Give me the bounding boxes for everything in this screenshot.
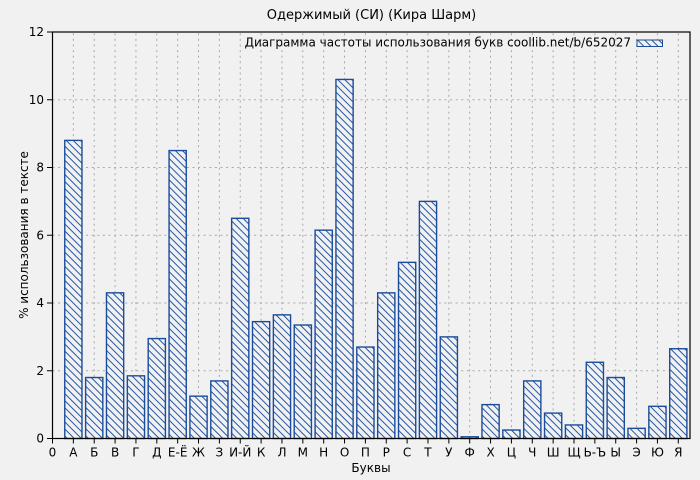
- bar-Т: [418, 200, 438, 440]
- x-tick-label: Н: [319, 446, 328, 460]
- bar-В: [105, 292, 125, 440]
- bar-И-Й: [230, 217, 250, 440]
- y-tick-label: 12: [29, 25, 44, 39]
- x-tick-label: Ь-Ъ: [584, 446, 607, 460]
- x-tick-label: Э: [632, 446, 640, 460]
- bar-Б: [84, 376, 104, 440]
- x-tick-label: Х: [486, 446, 494, 460]
- bar-Ц: [502, 429, 521, 440]
- y-tick-label: 10: [29, 93, 44, 107]
- chart-title: Одержимый (СИ) (Кира Шарм): [266, 8, 477, 23]
- x-tick-label: В: [111, 446, 119, 460]
- x-tick-label: Ч: [528, 446, 536, 460]
- x-tick-label: Я: [674, 446, 682, 460]
- y-tick-label: 0: [36, 432, 44, 446]
- x-axis-title: Буквы: [351, 461, 391, 475]
- x-tick-label: З: [216, 446, 224, 460]
- x-tick-label: А: [69, 446, 78, 460]
- bar-Ч: [522, 380, 542, 440]
- x-tick-label: Е-Ё: [168, 445, 188, 460]
- legend-label: Диаграмма частоты использования букв coo…: [245, 36, 631, 50]
- x-tick-label: У: [445, 446, 453, 460]
- x-tick-label: С: [403, 446, 411, 460]
- x-tick-label: Ю: [651, 446, 664, 460]
- legend-swatch: [636, 39, 663, 47]
- bar-Р: [376, 292, 396, 440]
- y-tick-label: 2: [36, 364, 44, 378]
- bar-Я: [669, 348, 688, 440]
- x-tick-label: Д: [152, 446, 161, 460]
- bar-Ы: [606, 376, 626, 440]
- bar-М: [293, 324, 313, 440]
- bar-С: [397, 261, 417, 440]
- bar-К: [251, 320, 271, 440]
- bar-О: [335, 78, 354, 440]
- x-tick-label: И-Й: [229, 445, 251, 460]
- y-tick-label: 4: [36, 296, 44, 310]
- x-tick-label: О: [340, 446, 349, 460]
- bar-Н: [314, 229, 333, 440]
- x-tick-label: М: [298, 446, 308, 460]
- bar-Щ: [564, 424, 584, 440]
- bar-Э: [627, 427, 646, 440]
- x-tick-label: Р: [383, 446, 390, 460]
- x-tick-label: П: [361, 446, 370, 460]
- x-tick-label: Ц: [507, 446, 516, 460]
- x-tick-label: 0: [49, 446, 57, 460]
- bar-Е-Ё: [168, 149, 187, 440]
- bar-Ж: [189, 395, 208, 440]
- x-tick-label: Б: [90, 446, 98, 460]
- bar-Г: [126, 375, 146, 440]
- x-tick-label: Ф: [465, 446, 475, 460]
- bar-Х: [481, 403, 500, 440]
- x-tick-label: Т: [423, 446, 432, 460]
- x-tick-label: Ш: [547, 446, 560, 460]
- bar-А: [64, 139, 83, 440]
- y-tick-label: 8: [36, 161, 44, 175]
- bar-П: [356, 346, 375, 440]
- bar-Ь-Ъ: [585, 361, 605, 440]
- bar-Д: [147, 337, 167, 440]
- x-tick-label: Щ: [567, 446, 580, 460]
- x-tick-label: Г: [132, 446, 139, 460]
- bar-Л: [272, 314, 292, 440]
- y-tick-label: 6: [36, 228, 44, 242]
- bar-У: [439, 336, 459, 440]
- bar-Ш: [543, 412, 563, 440]
- bar-З: [210, 380, 229, 440]
- x-tick-label: Ы: [610, 446, 621, 460]
- bar-Ю: [648, 405, 667, 440]
- x-tick-label: К: [257, 446, 266, 460]
- x-tick-label: Л: [277, 446, 286, 460]
- x-tick-label: Ж: [192, 446, 205, 460]
